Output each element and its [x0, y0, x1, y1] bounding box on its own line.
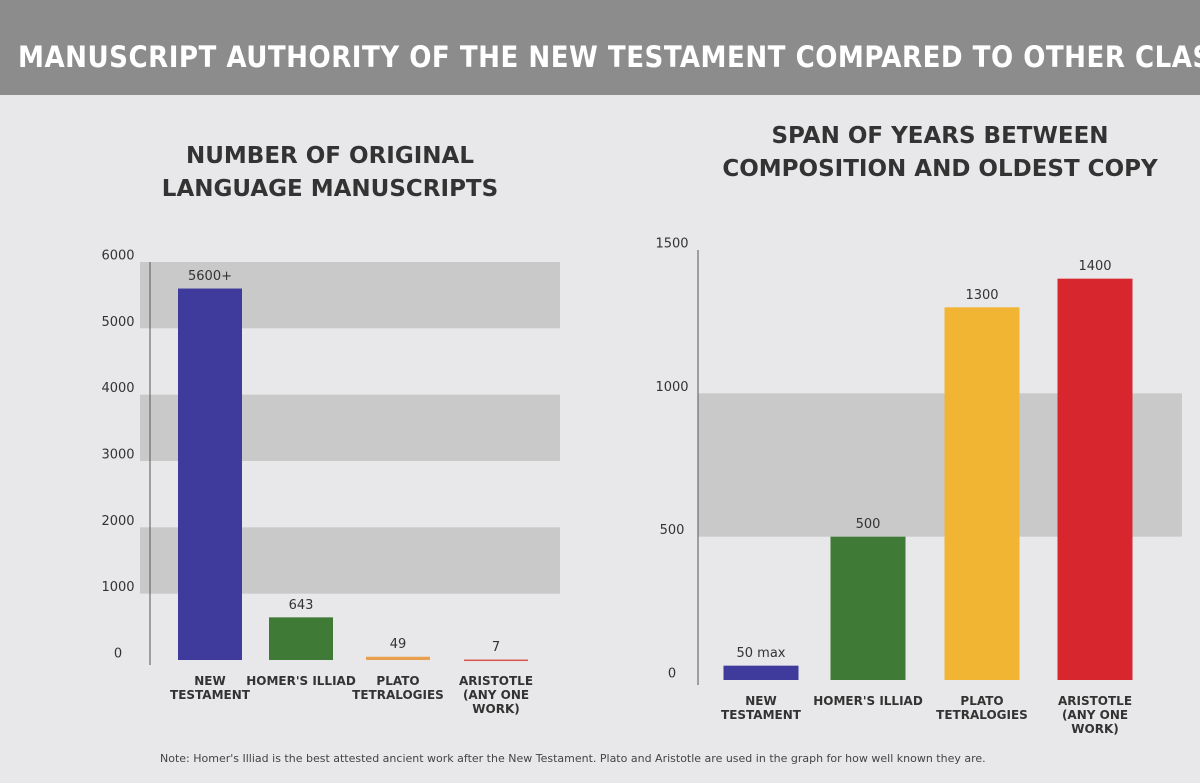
y-tick-label: 0 — [114, 647, 122, 662]
y-tick-label: 1000 — [655, 380, 688, 395]
chart-title: SPAN OF YEARS BETWEEN COMPOSITION AND OL… — [722, 123, 1158, 182]
value-label: 50 max — [737, 646, 786, 661]
bar — [1057, 278, 1133, 680]
bar — [366, 656, 430, 660]
y-tick-label: 0 — [668, 667, 676, 682]
x-tick-label: HOMER'S ILLIAD — [813, 694, 923, 708]
value-label: 7 — [492, 640, 500, 655]
x-tick-label: ARISTOTLE (ANY ONE WORK) — [458, 674, 534, 716]
bar — [269, 617, 333, 660]
y-tick-label: 3000 — [101, 448, 134, 463]
value-label: 1300 — [965, 288, 998, 303]
x-tick-label: NEW TESTAMENT — [721, 694, 801, 722]
bar — [723, 665, 799, 680]
x-tick-label: HOMER'S ILLIAD — [246, 674, 356, 688]
value-label: 643 — [289, 598, 314, 613]
y-tick-label: 1500 — [655, 237, 688, 252]
bar — [944, 307, 1020, 680]
bar — [464, 659, 528, 662]
y-tick-label: 2000 — [101, 514, 134, 529]
y-tick-label: 6000 — [101, 249, 134, 264]
y-tick-label: 1000 — [101, 580, 134, 595]
note: Note: Homer's Illiad is the best atteste… — [160, 752, 986, 765]
bar — [830, 536, 906, 680]
value-label: 49 — [390, 637, 407, 652]
x-tick-label: NEW TESTAMENT — [170, 674, 250, 702]
value-label: 1400 — [1078, 259, 1111, 274]
value-label: 500 — [856, 517, 881, 532]
y-tick-label: 4000 — [101, 381, 134, 396]
header-title: MANUSCRIPT AUTHORITY OF THE NEW TESTAMEN… — [18, 40, 1200, 74]
x-tick-label: ARISTOTLE (ANY ONE WORK) — [1057, 694, 1133, 736]
value-label: 5600+ — [188, 269, 232, 284]
x-tick-label: PLATO TETRALOGIES — [352, 674, 444, 702]
chart-title: NUMBER OF ORIGINAL LANGUAGE MANUSCRIPTS — [161, 143, 499, 202]
y-tick-label: 500 — [660, 523, 685, 538]
y-tick-label: 5000 — [101, 315, 134, 330]
x-tick-label: PLATO TETRALOGIES — [936, 694, 1028, 722]
header-band: MANUSCRIPT AUTHORITY OF THE NEW TESTAMEN… — [0, 0, 1200, 95]
bar — [178, 288, 242, 660]
